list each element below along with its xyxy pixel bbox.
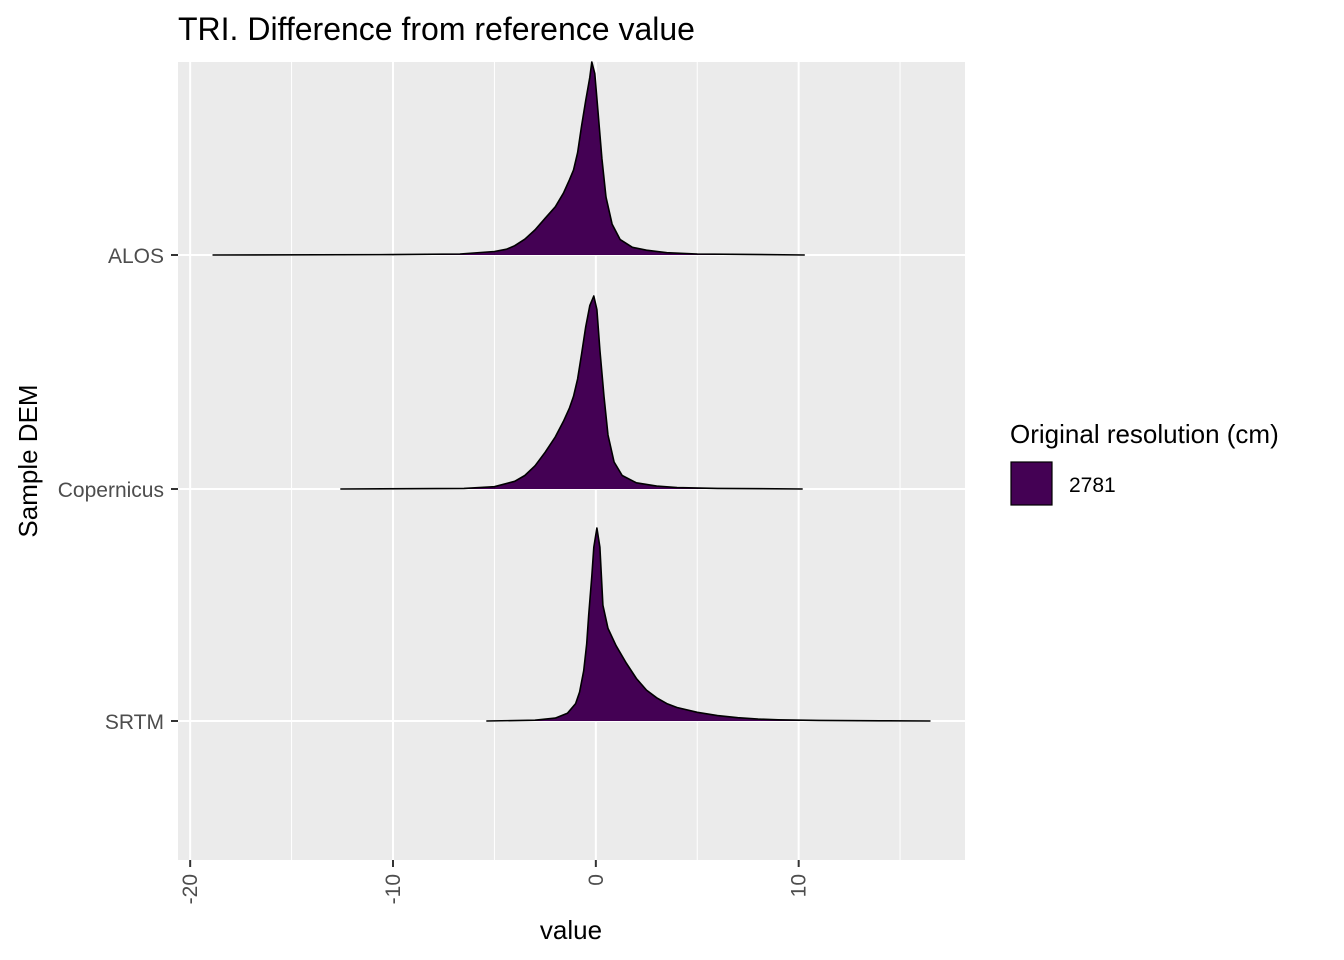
density-outline-srtm [486,527,931,722]
y-tick-label: Copernicus [58,479,164,502]
y-axis-title: Sample DEM [13,384,43,537]
density-outline-copernicus [340,295,803,490]
y-tick-label: SRTM [105,711,164,734]
x-tick-label: 0 [585,874,608,886]
x-tick-label: 10 [788,874,811,897]
density-ridges [212,61,931,722]
legend-key-swatch [1010,461,1053,506]
legend-title: Original resolution (cm) [1010,419,1279,449]
x-tick-label: -20 [179,874,202,904]
chart-title: TRI. Difference from reference value [178,11,695,47]
y-tick-label: ALOS [108,245,164,268]
x-axis-title: value [540,915,602,945]
x-tick-label: -10 [382,874,405,904]
legend-label: 2781 [1069,474,1116,497]
density-ridge-copernicus [340,296,803,489]
density-ridge-srtm [486,528,931,721]
x-axis-ticks: -20 -10 0 10 [179,860,811,904]
legend: Original resolution (cm) 2781 [1010,419,1279,506]
y-axis-ticks: ALOS Copernicus SRTM [58,245,178,734]
density-outline-alos [212,61,805,256]
minor-gridlines [291,62,901,860]
